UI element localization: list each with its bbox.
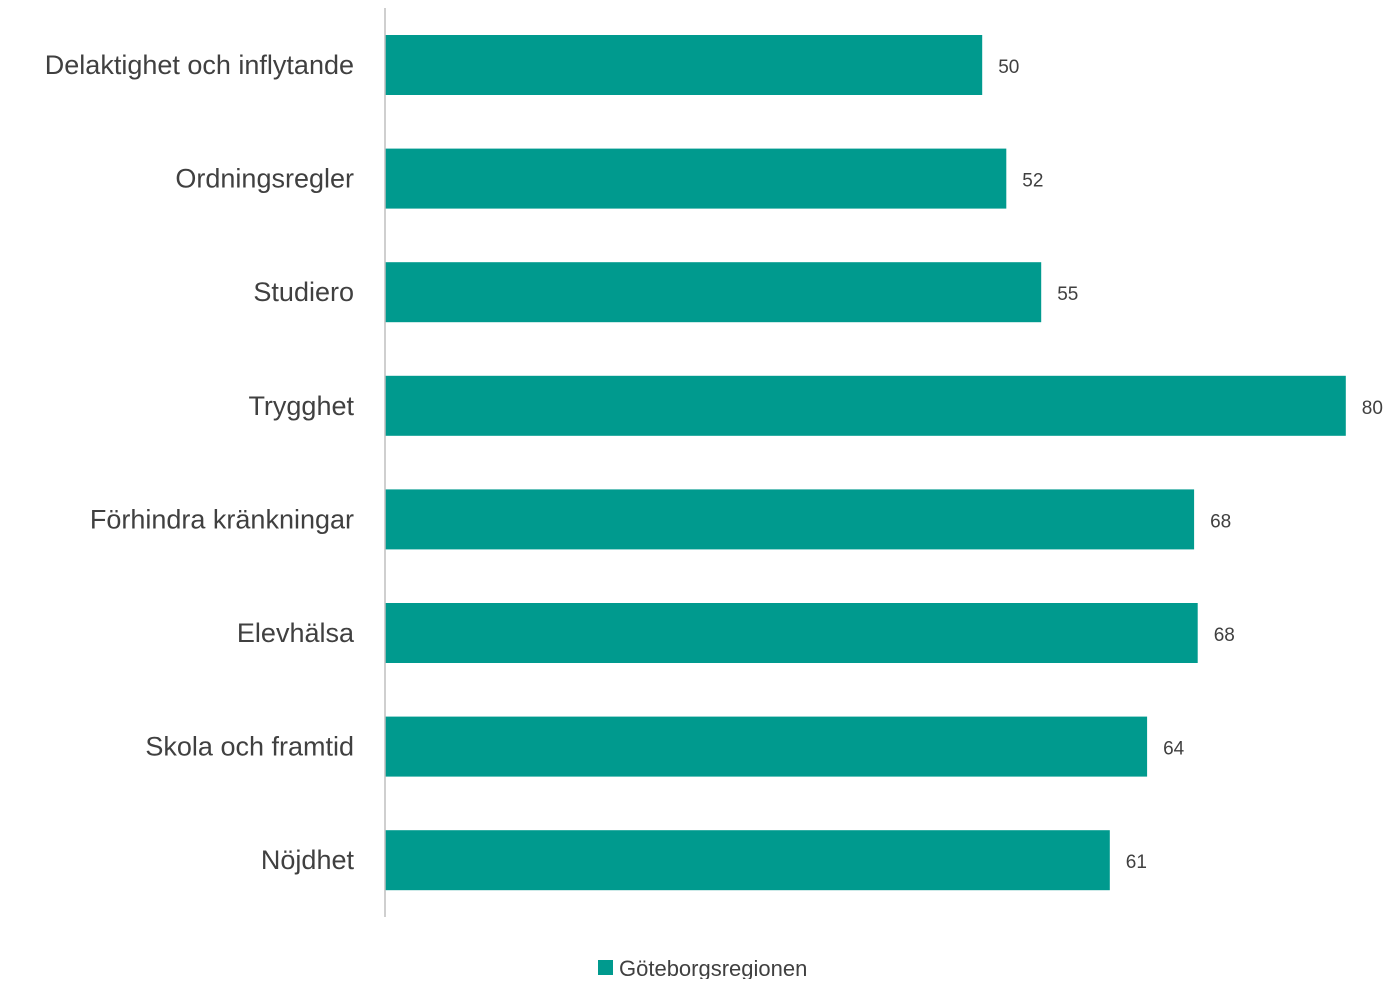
data-label: 61 [1126,852,1147,873]
bar [385,603,1198,663]
data-label: 50 [998,57,1019,78]
category-label: Studiero [253,277,354,307]
bar [385,375,1346,436]
category-label: Delaktighet och inflytande [45,50,354,80]
legend-label: Göteborgsregionen [619,956,807,979]
legend-swatch [598,960,613,975]
data-label: 68 [1214,625,1235,646]
bar [385,830,1110,891]
category-label: Skola och framtid [145,732,354,762]
category-label: Trygghet [248,391,354,421]
category-label: Nöjdhet [261,845,355,875]
bar [385,716,1148,777]
bars-layer [385,35,1346,891]
category-labels-layer: Delaktighet och inflytande Ordningsregler… [45,50,355,875]
category-label: Elevhälsa [237,618,355,648]
bar [385,489,1195,550]
legend: Göteborgsregionen [598,956,807,981]
bar [385,35,983,95]
bar [385,148,1007,209]
data-label: 68 [1210,511,1231,532]
data-label: 80 [1362,398,1383,419]
data-label: 52 [1022,171,1043,192]
data-label: 55 [1057,284,1078,305]
category-label: Förhindra kränkningar [90,504,354,534]
value-labels-layer: 50 52 55 80 68 68 64 61 [998,57,1383,873]
data-label: 64 [1163,739,1185,760]
bar [385,262,1042,323]
category-label: Ordningsregler [175,164,354,194]
